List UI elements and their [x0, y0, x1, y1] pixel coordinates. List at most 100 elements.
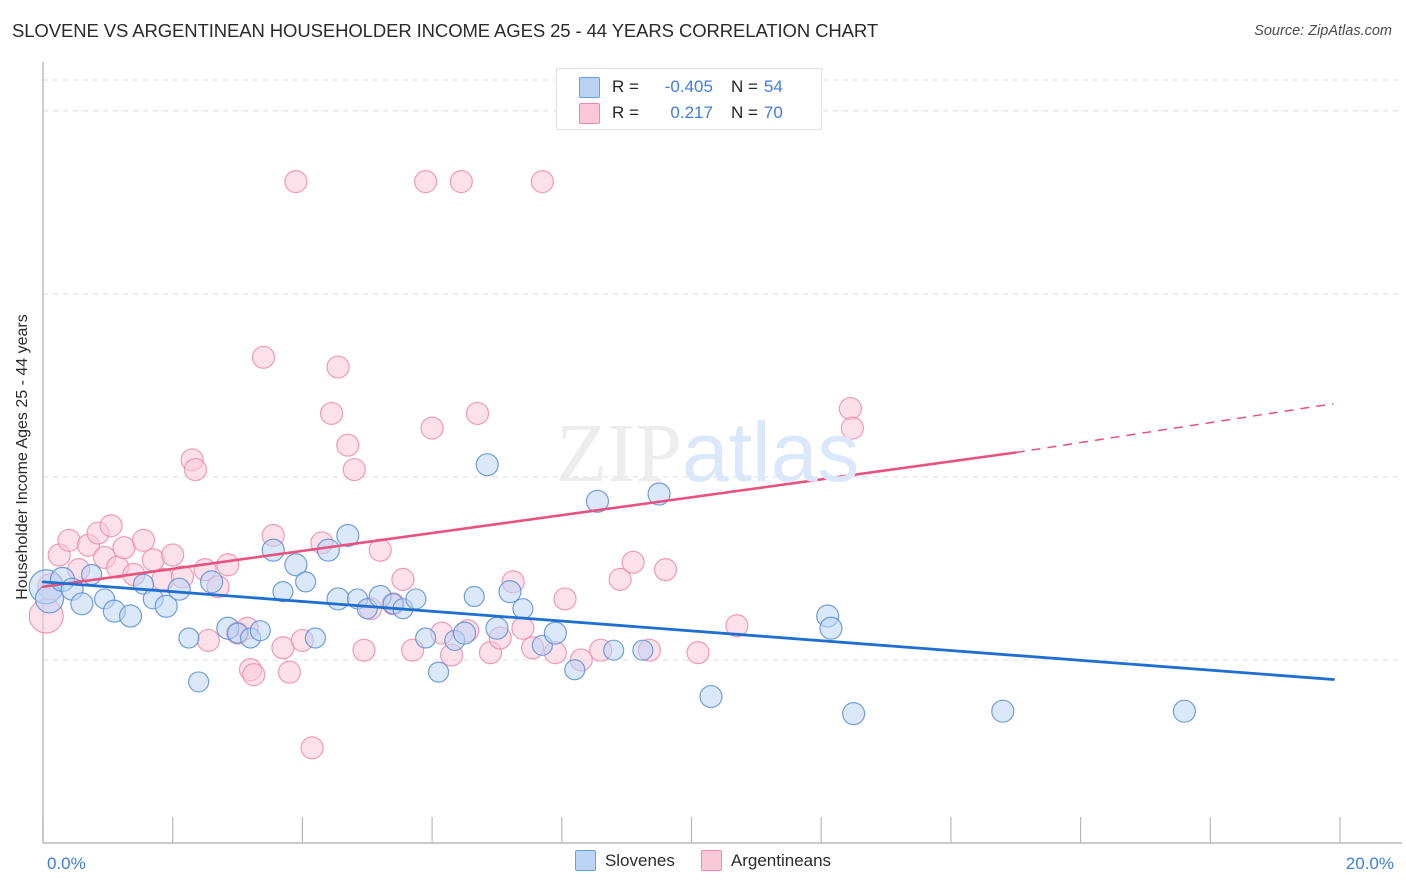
argentineans-point: [277, 660, 302, 684]
argentineans-point: [352, 638, 376, 662]
legend-item-argentineans[interactable]: Argentineans: [700, 850, 832, 871]
argentineans-n-label: N =: [730, 103, 758, 122]
slovenes-point: [261, 538, 285, 562]
slovenes-point: [295, 571, 317, 593]
slovenes-point: [154, 594, 178, 618]
argentineans-point: [196, 628, 220, 653]
slovenes-point: [991, 699, 1015, 723]
slovenes-r-value: -0.405: [664, 77, 713, 96]
argentineans-point: [449, 169, 473, 194]
slovenes-point: [512, 598, 534, 620]
argentineans-n-value: 70: [763, 103, 783, 122]
correlation-stats-legend: R = -0.405 N = 54 R = 0.217 N = 70: [556, 68, 822, 130]
argentineans-point: [319, 401, 344, 426]
x-axis-max-label: 20.0%: [1345, 854, 1394, 873]
slovenes-point: [452, 621, 477, 645]
slovenes-point: [272, 581, 294, 603]
slovenes-point: [819, 616, 843, 640]
source-attribution: Source: ZipAtlas.com: [1254, 23, 1392, 39]
slovenes-r-label: R =: [612, 77, 639, 96]
argentineans-color-swatch-icon: [579, 102, 600, 124]
slovenes-point: [603, 639, 625, 661]
argentineans-point: [391, 567, 415, 592]
argentineans-point: [242, 662, 266, 687]
slovenes-point: [118, 604, 143, 628]
slovenes-point: [1172, 699, 1196, 723]
slovenes-point: [178, 627, 200, 649]
slovenes-legend-swatch-icon: [574, 850, 596, 871]
slovenes-point: [304, 627, 326, 649]
trendline-argentineans-solid: [41, 451, 1018, 589]
slovenes-point: [336, 523, 360, 548]
slovenes-n-label: N =: [730, 77, 758, 96]
argentineans-point: [112, 536, 136, 560]
slovenes-point: [316, 538, 340, 562]
argentineans-point: [465, 401, 490, 426]
argentineans-point: [251, 345, 276, 369]
argentineans-r-label: R =: [612, 103, 639, 122]
slovenes-point: [485, 616, 509, 640]
argentineans-point: [838, 396, 862, 421]
argentineans-point: [621, 550, 645, 574]
slovenes-point: [463, 585, 485, 608]
slovenes-point: [699, 684, 723, 709]
argentineans-point: [608, 567, 632, 592]
trendline-argentineans-dashed: [1015, 402, 1334, 454]
stats-row-slovenes: R = -0.405 N = 54: [579, 74, 783, 100]
argentineans-point: [57, 528, 81, 552]
argentineans-point: [725, 614, 749, 638]
argentineans-point: [342, 457, 366, 482]
slovenes-point: [475, 453, 499, 477]
argentineans-point: [161, 543, 185, 567]
slovenes-point: [842, 702, 866, 726]
slovenes-point: [647, 482, 671, 506]
argentineans-legend-label: Argentineans: [730, 850, 832, 870]
x-axis-min-label: 0.0%: [47, 854, 86, 873]
argentineans-legend-swatch-icon: [700, 850, 722, 871]
argentineans-r-value: 0.217: [670, 103, 713, 122]
slovenes-point: [427, 661, 450, 683]
slovenes-point: [543, 621, 567, 645]
argentineans-point: [511, 616, 535, 640]
argentineans-point: [141, 548, 165, 572]
argentineans-point: [686, 641, 710, 665]
argentineans-point: [284, 169, 308, 194]
argentineans-point: [99, 514, 123, 538]
slovenes-point: [70, 592, 94, 616]
slovenes-point: [284, 553, 308, 577]
slovenes-point: [564, 659, 586, 681]
slovenes-color-swatch-icon: [579, 76, 600, 98]
slovenes-point: [405, 588, 427, 610]
legend-item-slovenes[interactable]: Slovenes: [574, 850, 675, 871]
slovenes-point: [188, 671, 210, 693]
argentineans-point: [271, 636, 295, 660]
slovenes-point: [200, 570, 224, 594]
slovenes-point: [326, 587, 350, 611]
slovenes-point: [632, 639, 654, 661]
slovenes-point: [498, 580, 522, 604]
argentineans-point: [414, 169, 438, 194]
argentineans-point: [300, 736, 324, 760]
slovenes-point: [585, 489, 610, 513]
slovenes-point: [249, 620, 271, 642]
slovenes-n-value: 54: [763, 77, 783, 96]
trendline-slovenes: [41, 580, 1335, 681]
slovenes-point: [415, 627, 437, 649]
page-title: SLOVENE VS ARGENTINEAN HOUSEHOLDER INCOM…: [12, 20, 879, 41]
argentineans-point: [326, 355, 350, 379]
argentineans-point: [336, 433, 360, 457]
stats-row-argentineans: R = 0.217 N = 70: [579, 100, 783, 126]
argentineans-point: [530, 169, 554, 194]
argentineans-point: [131, 528, 156, 552]
argentineans-point: [840, 416, 864, 440]
series-legend: Slovenes Argentineans: [0, 850, 1406, 871]
argentineans-point: [553, 587, 577, 611]
slovenes-point: [167, 577, 191, 601]
slovenes-legend-label: Slovenes: [604, 850, 675, 870]
slovenes-points: [28, 453, 1196, 726]
argentineans-point: [216, 553, 240, 577]
argentineans-point: [653, 558, 678, 582]
argentineans-point: [420, 416, 444, 440]
